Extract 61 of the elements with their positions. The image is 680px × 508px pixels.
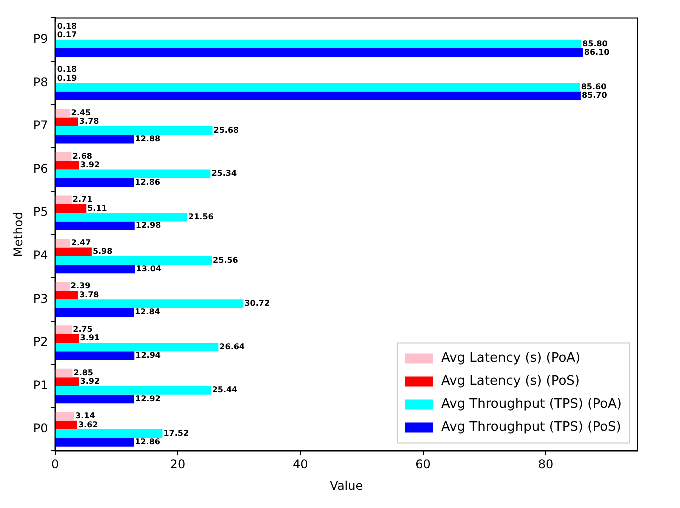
y-tick-label: P4 [33, 248, 48, 262]
data-label: 12.92 [136, 394, 161, 404]
y-axis-title: Method [11, 212, 26, 258]
x-axis-title: Value [330, 478, 364, 493]
data-label: 85.80 [582, 39, 608, 48]
data-label: 12.94 [136, 351, 162, 360]
data-label: 5.11 [88, 204, 108, 213]
data-label: 5.98 [92, 247, 114, 256]
data-label: 3.78 [79, 290, 100, 300]
y-tick-label: P9 [33, 32, 48, 46]
y-tick-label: P8 [33, 75, 48, 90]
legend-label: Avg Latency (s) (PoA) [441, 351, 581, 366]
data-label: 12.84 [135, 308, 161, 317]
data-label: 25.56 [213, 256, 239, 265]
legend-label: Avg Latency (s) (PoS) [441, 374, 580, 390]
data-label: 85.70 [582, 91, 608, 100]
data-label: 25.44 [212, 386, 238, 395]
y-tick-label: P2 [33, 335, 48, 350]
data-label: 0.18 [57, 22, 78, 31]
x-tick-label: 20 [170, 458, 186, 472]
data-label: 3.92 [80, 160, 100, 170]
data-label: 26.64 [220, 342, 246, 352]
x-tick-label: 40 [292, 458, 308, 472]
y-tick-label: P5 [33, 205, 48, 220]
data-label: 3.92 [80, 377, 100, 386]
data-label: 85.60 [581, 82, 608, 92]
data-label: 12.86 [135, 178, 161, 187]
data-label: 30.72 [244, 299, 270, 308]
data-label: 0.17 [57, 30, 78, 40]
data-label: 86.10 [584, 48, 610, 57]
data-label: 0.19 [57, 74, 78, 83]
data-label: 13.04 [136, 264, 162, 274]
data-label: 2.39 [70, 282, 92, 291]
y-tick-label: P0 [33, 422, 48, 436]
data-label: 3.91 [80, 334, 100, 343]
data-label: 12.86 [135, 438, 161, 447]
x-tick-label: 60 [416, 458, 431, 472]
y-tick-label: P3 [33, 292, 48, 306]
data-label: 25.34 [212, 169, 238, 178]
data-label: 12.88 [135, 134, 162, 144]
data-label: 17.52 [164, 428, 190, 438]
data-label: 2.85 [74, 368, 94, 378]
data-label: 2.75 [73, 325, 94, 334]
data-label: 3.62 [78, 420, 98, 430]
data-label: 2.71 [72, 195, 94, 204]
data-label: 21.56 [188, 212, 214, 222]
x-tick-label: 0 [51, 458, 60, 472]
data-label: 3.14 [76, 412, 96, 421]
x-tick-label: 80 [538, 458, 554, 472]
data-label: 2.45 [71, 108, 92, 118]
data-label: 3.78 [79, 117, 100, 126]
legend-label: Avg Throughput (TPS) (PoA) [441, 397, 622, 412]
legend-label: Avg Throughput (TPS) (PoS) [441, 420, 622, 436]
y-tick-label: P7 [33, 118, 48, 133]
data-label: 12.98 [136, 221, 162, 230]
data-label: 25.68 [214, 126, 240, 135]
data-label: 2.68 [72, 152, 93, 161]
data-label: 0.18 [57, 65, 78, 74]
data-label: 2.47 [71, 238, 92, 248]
y-tick-label: P6 [33, 162, 48, 176]
y-tick-label: P1 [33, 378, 48, 392]
